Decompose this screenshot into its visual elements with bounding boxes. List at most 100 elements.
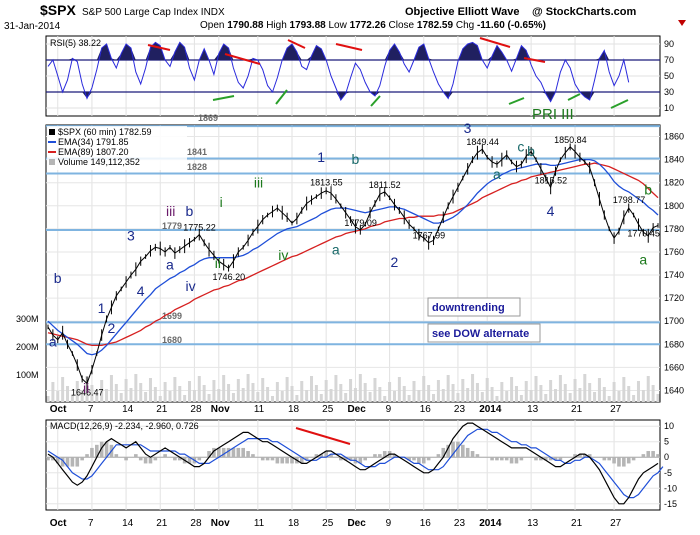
macd-tick-label: -5 <box>664 468 672 478</box>
macd-histogram-bar <box>358 457 363 464</box>
volume-bar <box>202 385 206 402</box>
macd-histogram-bar <box>60 457 65 467</box>
macd-tick-label: -10 <box>664 483 677 493</box>
volume-bar <box>612 382 616 402</box>
volume-bar <box>597 378 601 402</box>
macd-histogram-bar <box>465 447 470 458</box>
macd-histogram-bar <box>539 457 543 461</box>
rsi-divergence-line <box>335 43 363 51</box>
volume-bar <box>183 395 187 402</box>
price-annotation: 1746.20 <box>213 272 246 282</box>
price-annotation: 1798.77 <box>613 195 646 205</box>
volume-bar <box>339 384 343 402</box>
ohlc-text: Open 1790.88 High 1793.88 Low 1772.26 Cl… <box>200 20 546 31</box>
macd-histogram-bar <box>641 454 646 458</box>
volume-bar <box>363 383 367 402</box>
x-tick-label: 7 <box>88 518 94 529</box>
macd-histogram-bar <box>221 447 226 458</box>
ohlc-part: High <box>266 20 289 31</box>
alternate-box: see DOW alternate <box>427 323 541 343</box>
volume-bar <box>514 386 518 402</box>
price-tick-label: 1640 <box>664 385 684 395</box>
macd-histogram-bar <box>138 457 143 461</box>
price-annotation: 1775.22 <box>183 223 216 233</box>
ohlc-part: Close <box>389 20 417 31</box>
volume-bar <box>446 375 450 402</box>
price-annotation: 1850.84 <box>554 135 587 145</box>
macd-histogram-bar <box>407 457 411 461</box>
wave-label: b <box>351 151 359 167</box>
box-frame <box>427 297 521 317</box>
ohlc-part: Chg <box>456 20 477 31</box>
x-tick-label: 21 <box>156 404 168 415</box>
volume-bar <box>388 382 392 402</box>
x-tick-label: Nov <box>211 518 230 529</box>
volume-bar <box>383 396 387 402</box>
rsi-support-line <box>212 95 235 101</box>
volume-bar <box>563 384 567 402</box>
price-tick-label: 1680 <box>664 339 684 349</box>
macd-histogram-bar <box>446 444 450 458</box>
volume-bar <box>61 377 65 402</box>
volume-bar <box>392 391 396 402</box>
volume-bar <box>173 377 177 402</box>
volume-bar <box>227 384 231 402</box>
volume-bar <box>275 382 279 402</box>
volume-bar <box>402 386 406 402</box>
volume-bar <box>188 381 192 402</box>
wave-label: 1 <box>317 149 325 165</box>
macd-histogram-bar <box>70 457 75 467</box>
macd-signal-line <box>47 428 664 499</box>
macd-histogram-bar <box>260 457 265 461</box>
rsi-divergence-line <box>224 53 261 65</box>
macd-histogram-bar <box>217 447 221 458</box>
volume-bar <box>441 389 445 402</box>
macd-histogram-bar <box>646 451 651 458</box>
macd-histogram-bar <box>134 454 138 458</box>
wave-label: a <box>166 256 174 272</box>
volume-tick-label: 200M <box>16 342 39 352</box>
macd-histogram-bar <box>558 457 563 461</box>
wave-label: iv <box>278 247 288 263</box>
volume-bar <box>622 377 626 402</box>
macd-histogram-bar <box>265 457 270 461</box>
legend-swatch <box>49 159 55 165</box>
volume-bar <box>573 379 577 402</box>
wave-label: a <box>493 166 501 182</box>
volume-bar <box>305 390 309 402</box>
macd-histogram-bar <box>509 457 514 464</box>
volume-bar <box>334 375 338 402</box>
macd-histogram-bar <box>314 454 319 458</box>
volume-bar <box>436 380 440 402</box>
volume-bar <box>207 394 211 402</box>
volume-bar <box>646 376 650 402</box>
x-tick-label: Dec <box>347 518 366 529</box>
macd-histogram-bar <box>348 457 353 461</box>
volume-bar <box>192 390 196 402</box>
price-tick-label: 1780 <box>664 224 684 234</box>
volume-bar <box>344 393 348 402</box>
rsi-overbought-fill <box>48 42 629 60</box>
x-tick-label: 18 <box>288 518 300 529</box>
macd-histogram-bar <box>622 457 626 467</box>
volume-bar <box>266 387 270 402</box>
macd-histogram-bar <box>519 457 524 461</box>
volume-bar <box>90 385 94 402</box>
volume-bar <box>66 386 70 402</box>
volume-bar <box>231 393 235 402</box>
volume-bar <box>583 374 587 402</box>
legend-entry: EMA(34) 1791.85 <box>58 137 129 147</box>
macd-histogram-bar <box>412 457 416 461</box>
symbol-label: $SPX <box>40 2 76 18</box>
volume-bar <box>280 391 284 402</box>
volume-bar <box>534 376 538 402</box>
wave-label: a <box>332 241 340 257</box>
rsi-title: RSI(5) 38.22 <box>50 38 101 48</box>
source-label: Objective Elliott Wave <box>405 6 520 18</box>
macd-histogram-bar <box>617 457 621 467</box>
wave-label: a <box>639 252 647 268</box>
rsi-tick-label: 90 <box>664 39 674 49</box>
price-annotation: 1811.52 <box>369 180 401 190</box>
